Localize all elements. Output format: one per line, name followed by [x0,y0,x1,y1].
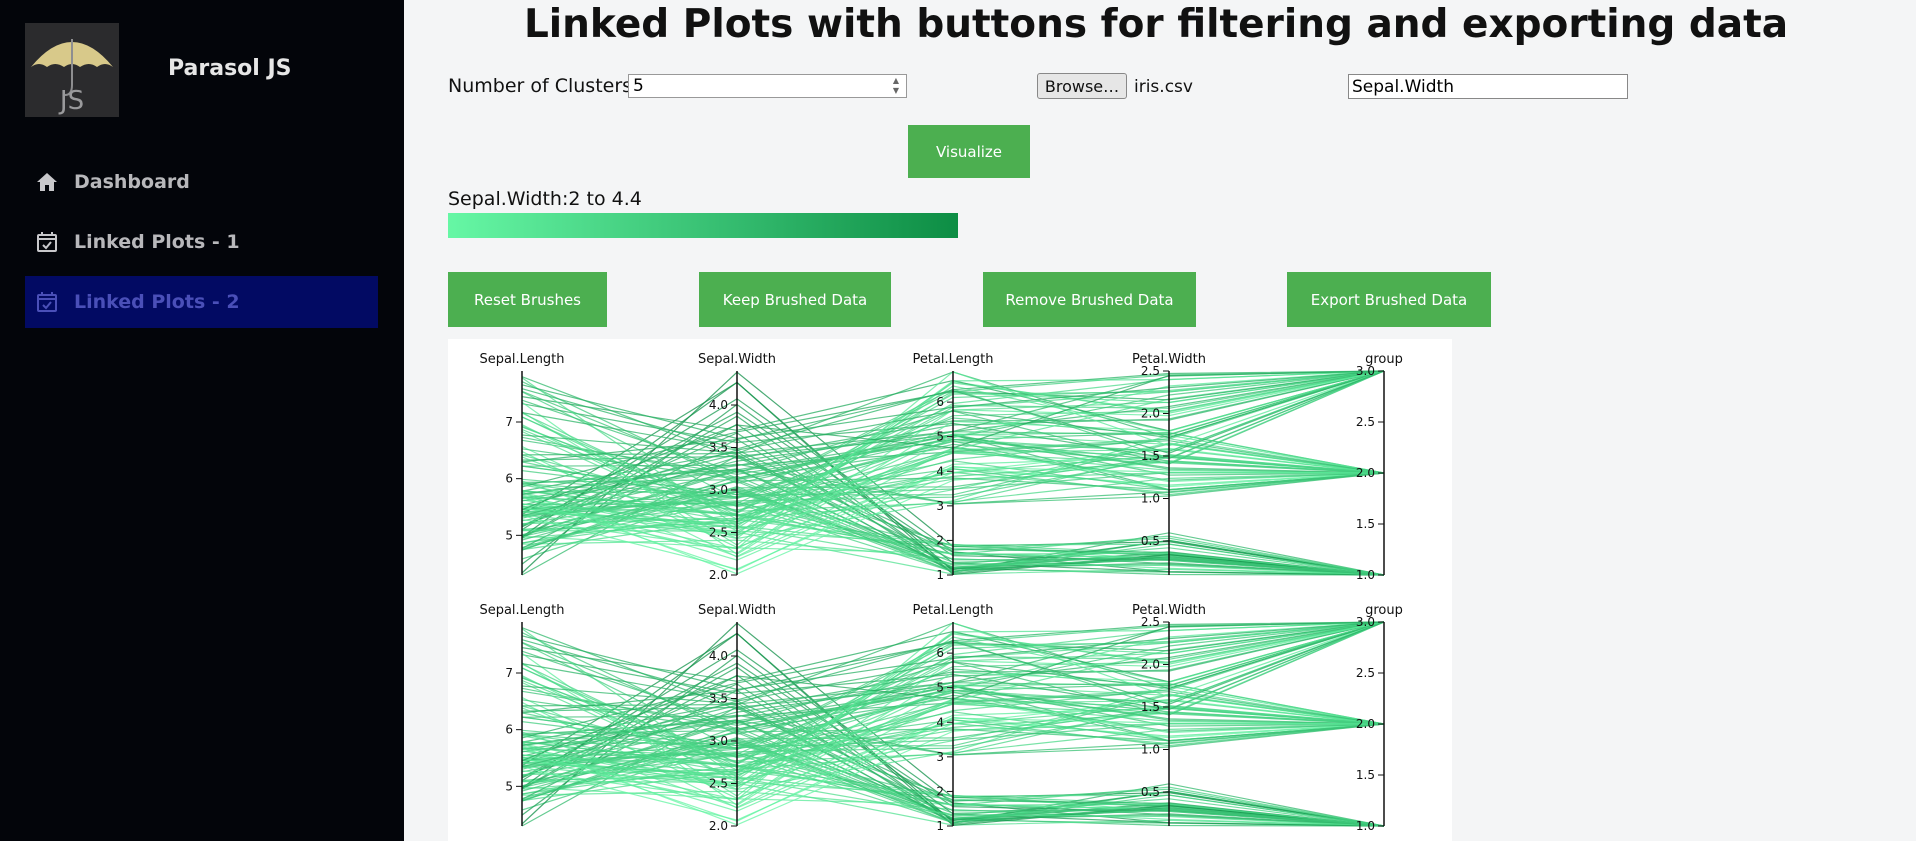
tick-label: 3 [936,499,944,513]
tick-label: 2.0 [1356,466,1375,480]
tick-label: 5 [505,528,513,542]
sidebar: JS Parasol JS Dashboard Linked Plots - 1… [0,0,404,841]
tick-label: 2 [936,533,944,547]
axis-title: group [1365,603,1403,618]
tick-label: 1.5 [1356,517,1375,531]
file-name: iris.csv [1134,77,1193,97]
axis-sepal-width[interactable]: Sepal.Width 2.0 2.5 3.0 3.5 4.0 [698,603,776,833]
remove-brushed-data-button[interactable]: Remove Brushed Data [983,272,1196,327]
reset-brushes-button[interactable]: Reset Brushes [448,272,607,327]
axis-title: Sepal.Length [479,352,564,367]
visualize-button[interactable]: Visualize [908,125,1030,178]
tick-label: 4.0 [709,649,728,663]
sidebar-item-dashboard[interactable]: Dashboard [25,156,378,208]
axis-title: Petal.Width [1132,603,1206,618]
tick-label: 5 [505,779,513,793]
tick-label: 2.0 [709,568,728,582]
tick-label: 2.5 [1356,666,1375,680]
axis-title: Sepal.Length [479,603,564,618]
tick-label: 2.5 [1141,364,1160,378]
axis-title: Petal.Length [912,603,993,618]
tick-label: 2.0 [1141,407,1160,421]
tick-label: 4 [936,464,944,478]
tick-label: 1 [936,819,944,833]
axis-sepal-width[interactable]: Sepal.Width 2.0 2.5 3.0 3.5 4.0 [698,352,776,582]
axis-petal-width[interactable]: Petal.Width 0.5 1.0 1.5 2.0 2.5 [1132,352,1206,575]
axis-title: Sepal.Width [698,603,776,618]
tick-label: 0.5 [1141,785,1160,799]
axis-petal-width[interactable]: Petal.Width 0.5 1.0 1.5 2.0 2.5 [1132,603,1206,826]
logo: JS [25,23,119,117]
tick-label: 7 [505,415,513,429]
clusters-label: Number of Clusters: [448,75,639,97]
attribute-input[interactable] [1348,74,1628,99]
tick-label: 1.0 [1141,743,1160,757]
tick-label: 1.5 [1356,768,1375,782]
tick-label: 3.5 [709,441,728,455]
tick-label: 2.5 [1141,615,1160,629]
spinner-arrows[interactable]: ▲ ▼ [892,76,900,95]
tick-label: 6 [505,472,513,486]
brand-name: Parasol JS [168,56,292,81]
axis-petal-length[interactable]: Petal.Length 1 2 3 4 5 6 [912,352,993,582]
axis-petal-length[interactable]: Petal.Length 1 2 3 4 5 6 [912,603,993,833]
tick-label: 7 [505,666,513,680]
calendar-check-icon [37,292,57,312]
home-icon [37,173,57,191]
color-scale-bar [448,213,958,238]
tick-label: 4.0 [709,398,728,412]
axis-group[interactable]: group 1.0 1.5 2.0 2.5 3.0 [1356,603,1403,833]
tick-label: 1.0 [1141,492,1160,506]
tick-label: 2.0 [1141,658,1160,672]
umbrella-icon: JS [31,39,113,116]
tick-label: 3.5 [709,692,728,706]
tick-label: 3.0 [1356,615,1375,629]
tick-label: 2.5 [1356,415,1375,429]
axis-title: Sepal.Width [698,352,776,367]
axis-title: Petal.Length [912,352,993,367]
tick-label: 4 [936,715,944,729]
tick-label: 1.0 [1356,819,1375,833]
tick-label: 2.0 [1356,717,1375,731]
tick-label: 3.0 [709,734,728,748]
parallel-coordinates-plots[interactable]: Sepal.Length 5 6 7 Sepal.Width 2.0 2.5 3.0 3.5 4.… [448,339,1452,841]
tick-label: 6 [936,395,944,409]
tick-label: 1.5 [1141,449,1160,463]
axis-sepal-length[interactable]: Sepal.Length 5 6 7 [479,603,565,826]
tick-label: 3.0 [709,483,728,497]
page-title: Linked Plots with buttons for filtering … [523,2,1789,47]
axis-title: Petal.Width [1132,352,1206,367]
tick-label: 6 [936,646,944,660]
tick-label: 2.0 [709,819,728,833]
plots-panel: Sepal.Length 5 6 7 Sepal.Width 2.0 2.5 3.0 3.5 4.… [448,339,1452,841]
tick-label: 5 [936,430,944,444]
sidebar-item-label: Linked Plots - 1 [74,231,240,253]
keep-brushed-data-button[interactable]: Keep Brushed Data [699,272,891,327]
axis-title: group [1365,352,1403,367]
tick-label: 0.5 [1141,534,1160,548]
sidebar-item-linked-plots-1[interactable]: Linked Plots - 1 [25,216,378,268]
tick-label: 1.5 [1141,700,1160,714]
browse-button[interactable]: Browse… [1037,73,1127,99]
tick-label: 2 [936,784,944,798]
tick-label: 3.0 [1356,364,1375,378]
tick-label: 1 [936,568,944,582]
calendar-check-icon [37,232,57,252]
tick-label: 2.5 [709,526,728,540]
svg-text:JS: JS [58,86,84,116]
axis-sepal-length[interactable]: Sepal.Length 5 6 7 [479,352,565,575]
sidebar-item-linked-plots-2[interactable]: Linked Plots - 2 [25,276,378,328]
axis-group[interactable]: group 1.0 1.5 2.0 2.5 3.0 [1356,352,1403,582]
main-content: Linked Plots with buttons for filtering … [404,0,1916,841]
tick-label: 6 [505,723,513,737]
export-brushed-data-button[interactable]: Export Brushed Data [1287,272,1491,327]
sidebar-item-label: Linked Plots - 2 [74,291,240,313]
tick-label: 5 [936,681,944,695]
tick-label: 3 [936,750,944,764]
tick-label: 1.0 [1356,568,1375,582]
clusters-input[interactable] [628,74,907,98]
sidebar-item-label: Dashboard [74,171,190,193]
tick-label: 2.5 [709,777,728,791]
color-range-label: Sepal.Width:2 to 4.4 [448,188,642,210]
